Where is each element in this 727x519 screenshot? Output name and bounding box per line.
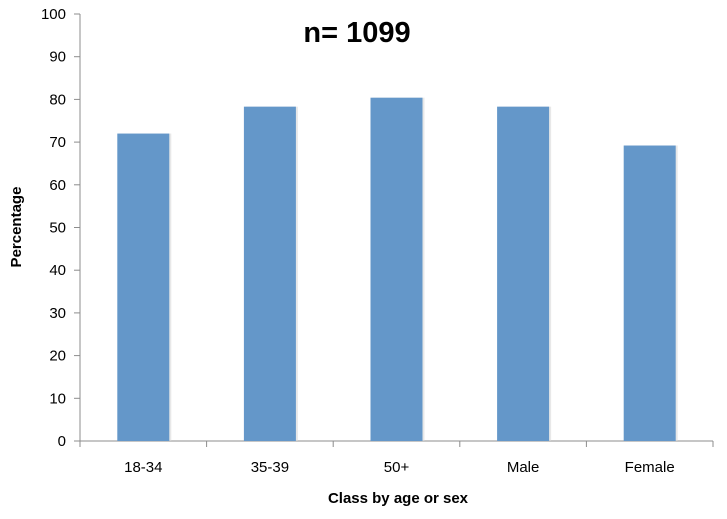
y-tick-label: 90	[49, 49, 66, 66]
y-tick-label: 70	[49, 134, 66, 151]
y-tick-labels: 0 10 20 30 40 50 60 70 80 90 100	[41, 6, 66, 450]
chart-title: n= 1099	[303, 17, 410, 49]
y-tick-label: 40	[49, 262, 66, 279]
bar-male	[497, 106, 550, 441]
y-tick-label: 100	[41, 6, 66, 23]
y-tick-label: 0	[58, 433, 66, 450]
bar-18-34	[117, 133, 170, 441]
y-tick-label: 80	[49, 91, 66, 108]
x-tick-label: Female	[625, 459, 675, 476]
bar-female	[623, 145, 676, 442]
y-axis-title: Percentage	[8, 187, 25, 268]
x-tick-label: 50+	[384, 459, 410, 476]
bar-50-	[370, 97, 423, 441]
x-tick-label: 35-39	[251, 459, 289, 476]
x-tick-label: Male	[507, 459, 540, 476]
bar-35-39	[243, 106, 296, 441]
y-tick-label: 10	[49, 390, 66, 407]
bars	[117, 97, 678, 442]
y-tick-label: 50	[49, 220, 66, 237]
y-tick-label: 60	[49, 177, 66, 194]
x-tick-label: 18-34	[124, 459, 162, 476]
x-tick-labels: 18-34 35-39 50+ Male Female	[124, 459, 675, 476]
y-tick-label: 30	[49, 305, 66, 322]
axes	[74, 13, 714, 447]
x-axis-title: Class by age or sex	[328, 490, 469, 507]
y-tick-label: 20	[49, 348, 66, 365]
